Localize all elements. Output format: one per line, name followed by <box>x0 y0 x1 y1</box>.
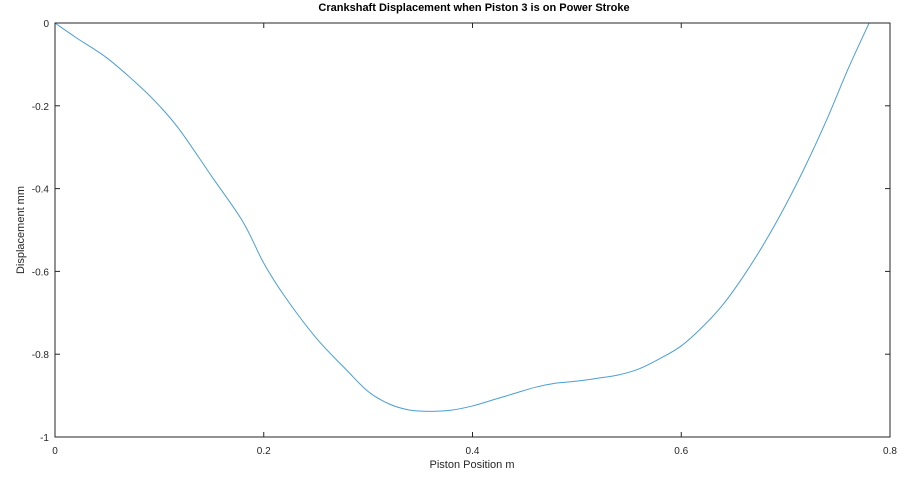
y-tick-label: -1 <box>40 433 49 444</box>
chart-title: Crankshaft Displacement when Piston 3 is… <box>318 2 629 14</box>
y-tick-label: -0.6 <box>32 267 50 278</box>
x-tick-label: 0.2 <box>257 446 271 457</box>
x-tick-label: 0.4 <box>466 446 480 457</box>
y-tick-label: -0.8 <box>32 350 50 361</box>
y-tick-label: -0.2 <box>32 102 50 113</box>
y-axis-label: Displacement mm <box>15 186 27 274</box>
axes-box <box>54 22 891 438</box>
y-tick-label: -0.4 <box>32 185 50 196</box>
y-tick-label: 0 <box>43 19 49 30</box>
x-tick-label: 0.6 <box>674 446 688 457</box>
series-line <box>54 22 870 412</box>
x-tick-label: 0.8 <box>883 446 897 457</box>
x-tick-label: 0 <box>52 446 58 457</box>
plot-area <box>55 23 890 437</box>
x-axis-label: Piston Position m <box>430 459 515 471</box>
